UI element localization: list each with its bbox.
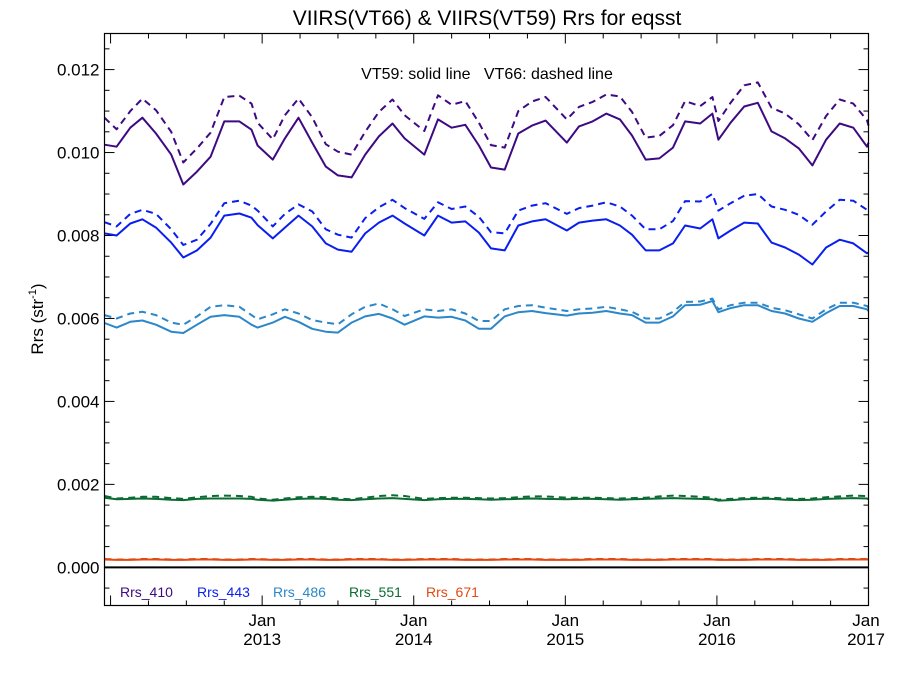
x-tick-year-label: 2014 (395, 630, 433, 649)
y-tick-label: 0.002 (57, 475, 100, 494)
y-tick-label: 0.000 (57, 558, 100, 577)
plot-frame (103, 32, 870, 607)
legend-label: Rrs_671 (426, 584, 479, 600)
x-tick-month-label: Jan (248, 611, 275, 630)
chart-title: VIIRS(VT66) & VIIRS(VT59) Rrs for eqsst (293, 7, 682, 30)
series-line-rrs-410-vt59 (104, 101, 870, 186)
series-line-rrs-486-vt66 (104, 297, 870, 326)
y-axis-label-sup: -1 (27, 289, 39, 299)
y-tick-label: 0.010 (57, 144, 100, 163)
y-axis-label: Rrs (str-1) (27, 283, 47, 354)
y-axis-label-text: Rrs (str (28, 299, 47, 355)
legend-label: Rrs_410 (120, 584, 173, 600)
x-tick-month-label: Jan (703, 611, 730, 630)
x-tick-year-label: 2015 (546, 630, 584, 649)
series-line-rrs-486-vt59 (104, 300, 870, 334)
legend-label: Rrs_443 (197, 584, 250, 600)
series-group (103, 81, 870, 561)
series-line-rrs-443-vt66 (104, 193, 870, 246)
x-tick-month-label: Jan (552, 611, 579, 630)
y-tick-label: 0.006 (57, 309, 100, 328)
x-tick-year-label: 2016 (698, 630, 736, 649)
series-line-rrs-551-vt66 (104, 494, 870, 501)
y-tick-label: 0.004 (57, 392, 100, 411)
x-tick-month-label: Jan (400, 611, 427, 630)
x-tick-month-label: Jan (852, 611, 879, 630)
y-axis-label-close: ) (28, 283, 47, 289)
x-tick-year-label: 2013 (243, 630, 281, 649)
legend: Rrs_410 Rrs_443 Rrs_486 Rrs_551 Rrs_671 (120, 584, 479, 600)
legend-label: Rrs_551 (349, 584, 402, 600)
series-line-rrs-551-vt59 (104, 496, 869, 502)
line-style-annotation: VT59: solid line VT66: dashed line (361, 66, 613, 83)
legend-label: Rrs_486 (273, 584, 326, 600)
y-tick-label: 0.012 (57, 61, 100, 80)
series-line-rrs-443-vt59 (104, 212, 869, 266)
x-tick-year-label: 2017 (847, 630, 885, 649)
series-line-rrs-671-vt66 (104, 558, 869, 561)
y-tick-label: 0.008 (57, 227, 100, 246)
axes: 0.0000.0020.0040.0060.0080.0100.012Jan20… (57, 33, 885, 649)
series-line-rrs-410-vt66 (103, 81, 870, 164)
